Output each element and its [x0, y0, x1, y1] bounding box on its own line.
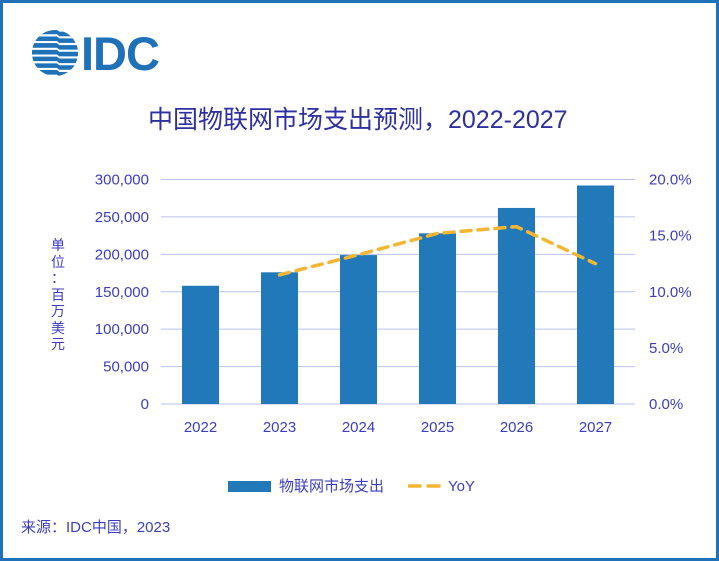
- svg-text:5.0%: 5.0%: [649, 340, 683, 357]
- svg-text:300,000: 300,000: [95, 172, 149, 189]
- svg-text:0: 0: [141, 396, 149, 413]
- svg-text:2024: 2024: [342, 419, 375, 436]
- svg-text:15.0%: 15.0%: [649, 228, 692, 245]
- svg-text:2027: 2027: [579, 419, 612, 436]
- svg-text:10.0%: 10.0%: [649, 284, 692, 301]
- svg-text:2022: 2022: [184, 419, 217, 436]
- svg-text:20.0%: 20.0%: [649, 172, 692, 189]
- svg-text:250,000: 250,000: [95, 209, 149, 226]
- svg-text:2025: 2025: [421, 419, 454, 436]
- svg-text:2026: 2026: [500, 419, 533, 436]
- svg-text:2023: 2023: [263, 419, 296, 436]
- svg-text:0.0%: 0.0%: [649, 396, 683, 413]
- svg-text:150,000: 150,000: [95, 284, 149, 301]
- svg-text:100,000: 100,000: [95, 321, 149, 338]
- svg-text:200,000: 200,000: [95, 246, 149, 263]
- svg-text:50,000: 50,000: [103, 359, 149, 376]
